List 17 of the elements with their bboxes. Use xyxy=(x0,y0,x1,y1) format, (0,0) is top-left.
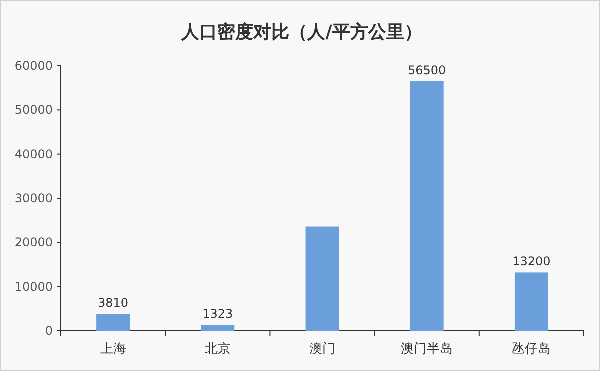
y-tick-label: 60000 xyxy=(14,59,53,73)
data-label: 13200 xyxy=(512,254,551,269)
x-tick-label: 上海 xyxy=(100,342,126,357)
data-label: 1323 xyxy=(202,307,234,322)
data-label: 3810 xyxy=(98,296,129,310)
x-tick-label: 澳门 xyxy=(310,341,336,357)
y-tick-label: 10000 xyxy=(14,280,53,294)
data-label: 56500 xyxy=(408,63,446,78)
y-tick-label: 50000 xyxy=(14,103,53,118)
chart-title: 人口密度对比（人/平方公里） xyxy=(180,22,422,43)
y-tick-label: 0 xyxy=(45,324,53,338)
y-tick-label: 30000 xyxy=(14,192,53,206)
y-tick-label: 40000 xyxy=(14,147,53,162)
x-tick-label: 氹仔岛 xyxy=(512,342,552,357)
x-tick-label: 澳门半岛 xyxy=(401,341,454,357)
y-tick-label: 20000 xyxy=(14,236,53,250)
x-tick-label: 北京 xyxy=(204,342,231,357)
